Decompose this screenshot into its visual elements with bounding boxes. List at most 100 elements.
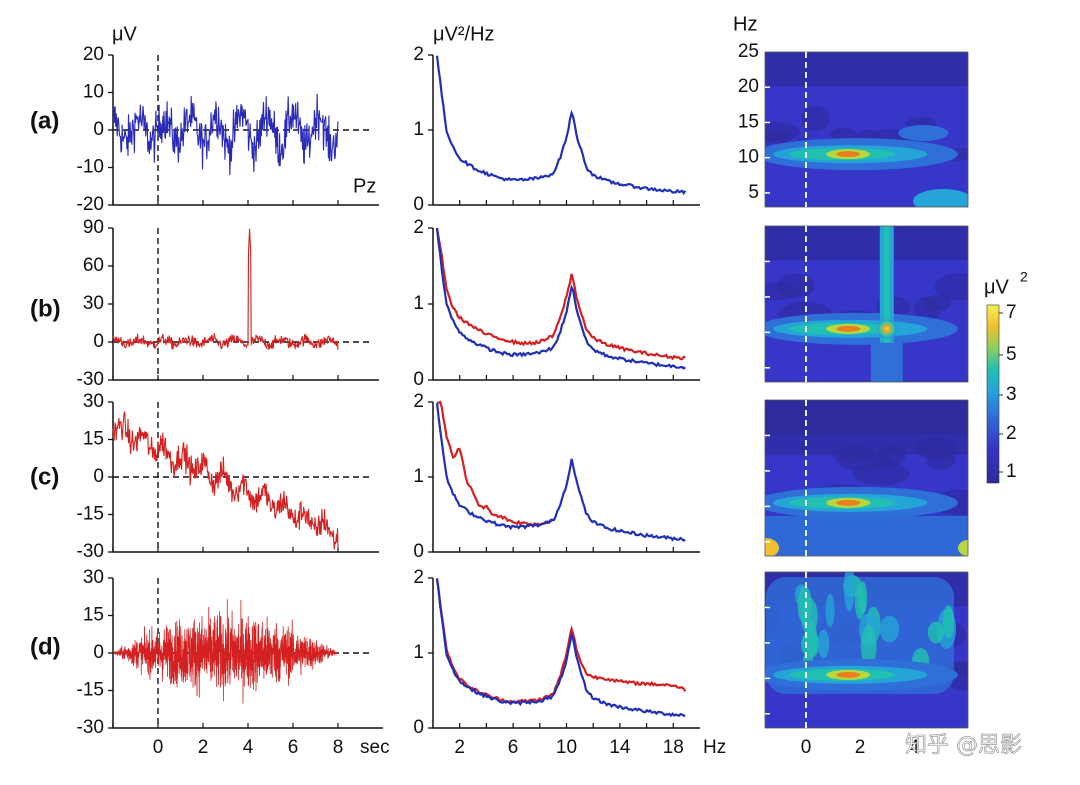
tf-contours xyxy=(765,226,968,382)
y-tick-label: 1 xyxy=(413,293,424,314)
y-tick-label: 2 xyxy=(413,567,424,588)
eeg-trace xyxy=(112,93,339,176)
y-tick-label: 30 xyxy=(83,567,104,588)
colorbar-tick-label: 5 xyxy=(1006,344,1017,365)
colorbar-tick-label: 3 xyxy=(1006,384,1017,405)
y-tick-label: 0 xyxy=(413,369,424,390)
y-tick-label: 0 xyxy=(93,119,104,140)
x-tick-label: 2 xyxy=(198,737,209,758)
timeseries-panel: 30 15 0 -15 -30 xyxy=(77,567,383,738)
eeg-trace xyxy=(112,411,339,550)
y-tick-label: -30 xyxy=(77,717,104,738)
colorbar-tick-label: 1 xyxy=(1006,461,1017,482)
spectrum-panel: 2 1 0 xyxy=(413,217,700,390)
tf-alpha-peak-core xyxy=(836,151,861,158)
tf-panel xyxy=(764,399,969,557)
y-tick-label: 90 xyxy=(83,217,104,238)
tf-frame xyxy=(764,51,969,208)
y-tick-label: 60 xyxy=(83,255,104,276)
x-tick-label: 6 xyxy=(288,737,299,758)
y-tick-label: -10 xyxy=(77,157,104,178)
tf-contours xyxy=(765,52,968,207)
y-tick-label: -20 xyxy=(77,194,104,215)
y-tick-label: 0 xyxy=(413,194,424,215)
tf-panel xyxy=(764,51,969,208)
tf-noise-streak xyxy=(860,625,877,667)
y-tick-label: 0 xyxy=(93,331,104,352)
tf-noise-streak xyxy=(806,620,818,659)
tf-contour-blob xyxy=(853,461,911,486)
x-tick-label: 0 xyxy=(153,737,164,758)
tf-noise-streak xyxy=(942,605,955,639)
colorbar-tick-label: 2 xyxy=(1006,423,1017,444)
y-tick-label: 0 xyxy=(413,717,424,738)
y-tick-label: -30 xyxy=(77,369,104,390)
x-tick-label: 6 xyxy=(508,737,519,758)
tf-frame xyxy=(764,225,969,383)
spectrum-artifact-curve xyxy=(435,228,686,361)
x-tick-label: 8 xyxy=(333,737,344,758)
y-tick-label: 30 xyxy=(83,391,104,412)
tf-noise-streak xyxy=(844,572,855,612)
spectrum-clean-curve xyxy=(435,402,686,542)
tf-low-power-region xyxy=(765,400,968,455)
channel-label: Pz xyxy=(353,175,376,197)
spectrum-y-unit: μV²/Hz xyxy=(433,23,495,45)
colorbar-tick-label: 7 xyxy=(1006,302,1017,323)
y-tick-label: 15 xyxy=(83,429,104,450)
y-tick-label: 1 xyxy=(413,642,424,663)
x-axis-label: sec xyxy=(360,737,390,758)
y-tick-label: 2 xyxy=(413,217,424,238)
tf-y-unit: Hz xyxy=(733,13,757,35)
tf-y-tick-label: 25 xyxy=(738,41,759,62)
tf-alpha-peak-core xyxy=(836,499,861,506)
timeseries-panel: 20 10 0 -10 -20 xyxy=(77,44,379,215)
tf-x-tick-label: 4 xyxy=(909,737,920,758)
tf-x-tick-label: 2 xyxy=(855,737,866,758)
spectrum-clean-curve xyxy=(435,55,687,196)
x-tick-label: 2 xyxy=(454,737,465,758)
spectrum-panel: 2 1 0 xyxy=(413,567,700,738)
x-tick-label: 14 xyxy=(609,737,631,758)
tf-alpha-peak-core xyxy=(836,671,861,678)
tf-drift-edge xyxy=(958,540,968,556)
tf-contour-blob xyxy=(765,130,794,144)
tf-drift-low xyxy=(765,516,968,556)
tf-low-freq-blob xyxy=(913,189,968,207)
spectrum-artifact-curve xyxy=(436,400,553,527)
tf-noise-streak xyxy=(817,629,830,659)
y-tick-label: 10 xyxy=(83,82,104,103)
tf-contour-blob xyxy=(923,295,951,312)
row-label: (c) xyxy=(30,463,59,490)
colorbar-label-sup: 2 xyxy=(1020,269,1028,285)
tf-y-tick-label: 5 xyxy=(748,182,759,203)
y-tick-label: 30 xyxy=(83,293,104,314)
tf-contour-blob xyxy=(776,273,815,298)
row-label: (d) xyxy=(30,633,61,660)
colorbar xyxy=(986,304,1000,484)
y-tick-label: 2 xyxy=(413,44,424,65)
tf-contour-blob xyxy=(801,105,830,132)
tf-panel xyxy=(764,571,969,729)
y-tick-label: 0 xyxy=(93,642,104,663)
tf-y-tick-label: 20 xyxy=(738,76,759,97)
row-label: (b) xyxy=(30,295,61,322)
y-tick-label: 0 xyxy=(413,541,424,562)
tf-low-power-region xyxy=(765,226,968,261)
ts-y-unit: μV xyxy=(112,23,138,45)
eeg-trace xyxy=(113,599,339,704)
tf-contours xyxy=(765,400,968,556)
watermark: 知乎 @思影 xyxy=(905,733,1022,758)
tf-noise-streak xyxy=(927,621,944,644)
tf-low-power-region xyxy=(765,52,968,87)
colorbar-label: μV xyxy=(984,276,1010,298)
tf-x-tick-label: 0 xyxy=(801,737,812,758)
eeg-trace xyxy=(112,228,339,351)
y-tick-label: 20 xyxy=(83,44,104,65)
spectrum-panel: 2 1 0 xyxy=(413,391,700,562)
y-tick-label: 1 xyxy=(413,466,424,487)
tf-noise-streak xyxy=(858,581,868,615)
timeseries-panel: 90 60 30 0 -30 xyxy=(77,217,379,390)
tf-contours xyxy=(765,572,968,694)
